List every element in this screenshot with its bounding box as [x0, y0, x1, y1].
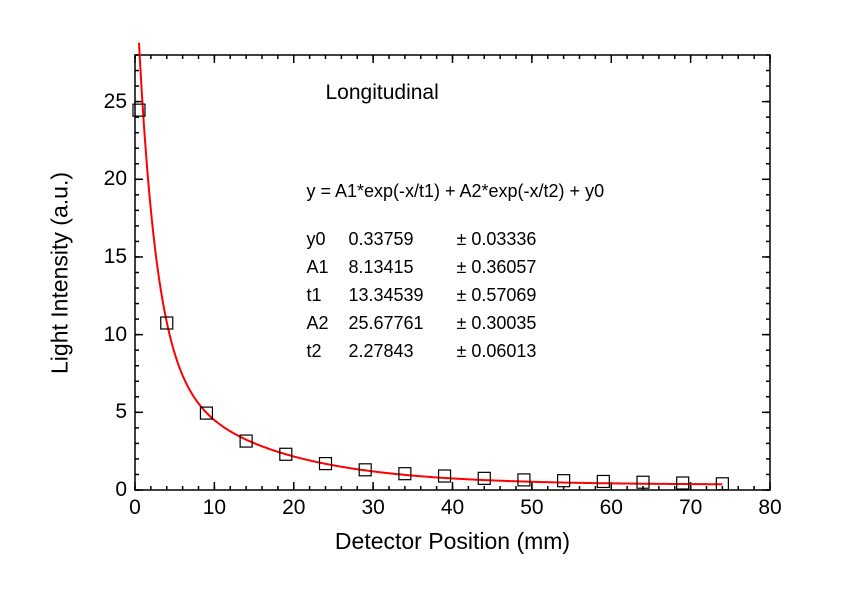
fit-param-value: 2.27843	[348, 341, 413, 362]
x-tick-label: 50	[520, 496, 543, 520]
data-marker	[597, 475, 609, 487]
y-tick-label: 0	[115, 478, 127, 502]
fit-equation: y = A1*exp(-x/t1) + A2*exp(-x/t2) + y0	[306, 181, 604, 202]
fit-param-error: ± 0.03336	[456, 229, 536, 250]
x-tick-label: 30	[361, 496, 384, 520]
y-tick-label: 5	[115, 400, 127, 424]
x-tick-label: 10	[203, 496, 226, 520]
fit-param-error: ± 0.36057	[456, 257, 536, 278]
fit-param-name: y0	[306, 229, 325, 250]
x-tick-label: 70	[679, 496, 702, 520]
chart-title: Longitudinal	[326, 81, 439, 105]
y-tick-label: 25	[104, 90, 127, 114]
fit-param-name: t2	[306, 341, 321, 362]
fit-param-error: ± 0.06013	[456, 341, 536, 362]
fit-param-name: A2	[306, 313, 328, 334]
y-tick-label: 10	[104, 323, 127, 347]
fit-param-value: 13.34539	[348, 285, 423, 306]
plot-frame	[135, 55, 770, 490]
y-axis-label: Light Intensity (a.u.)	[47, 172, 74, 374]
y-tick-label: 15	[104, 245, 127, 269]
x-tick-label: 0	[129, 496, 141, 520]
data-marker	[558, 475, 570, 487]
fit-param-error: ± 0.57069	[456, 285, 536, 306]
x-tick-label: 60	[600, 496, 623, 520]
fit-param-error: ± 0.30035	[456, 313, 536, 334]
fit-param-value: 25.67761	[348, 313, 423, 334]
data-marker	[439, 470, 451, 482]
fit-curve	[139, 43, 722, 485]
data-marker	[518, 474, 530, 486]
fit-param-name: A1	[306, 257, 328, 278]
fit-param-value: 0.33759	[348, 229, 413, 250]
x-axis-label: Detector Position (mm)	[335, 528, 570, 555]
fit-param-value: 8.13415	[348, 257, 413, 278]
data-marker	[478, 472, 490, 484]
x-tick-label: 20	[282, 496, 305, 520]
x-tick-label: 40	[441, 496, 464, 520]
x-tick-label: 80	[758, 496, 781, 520]
data-marker	[677, 477, 689, 489]
fit-param-name: t1	[306, 285, 321, 306]
y-tick-label: 20	[104, 167, 127, 191]
